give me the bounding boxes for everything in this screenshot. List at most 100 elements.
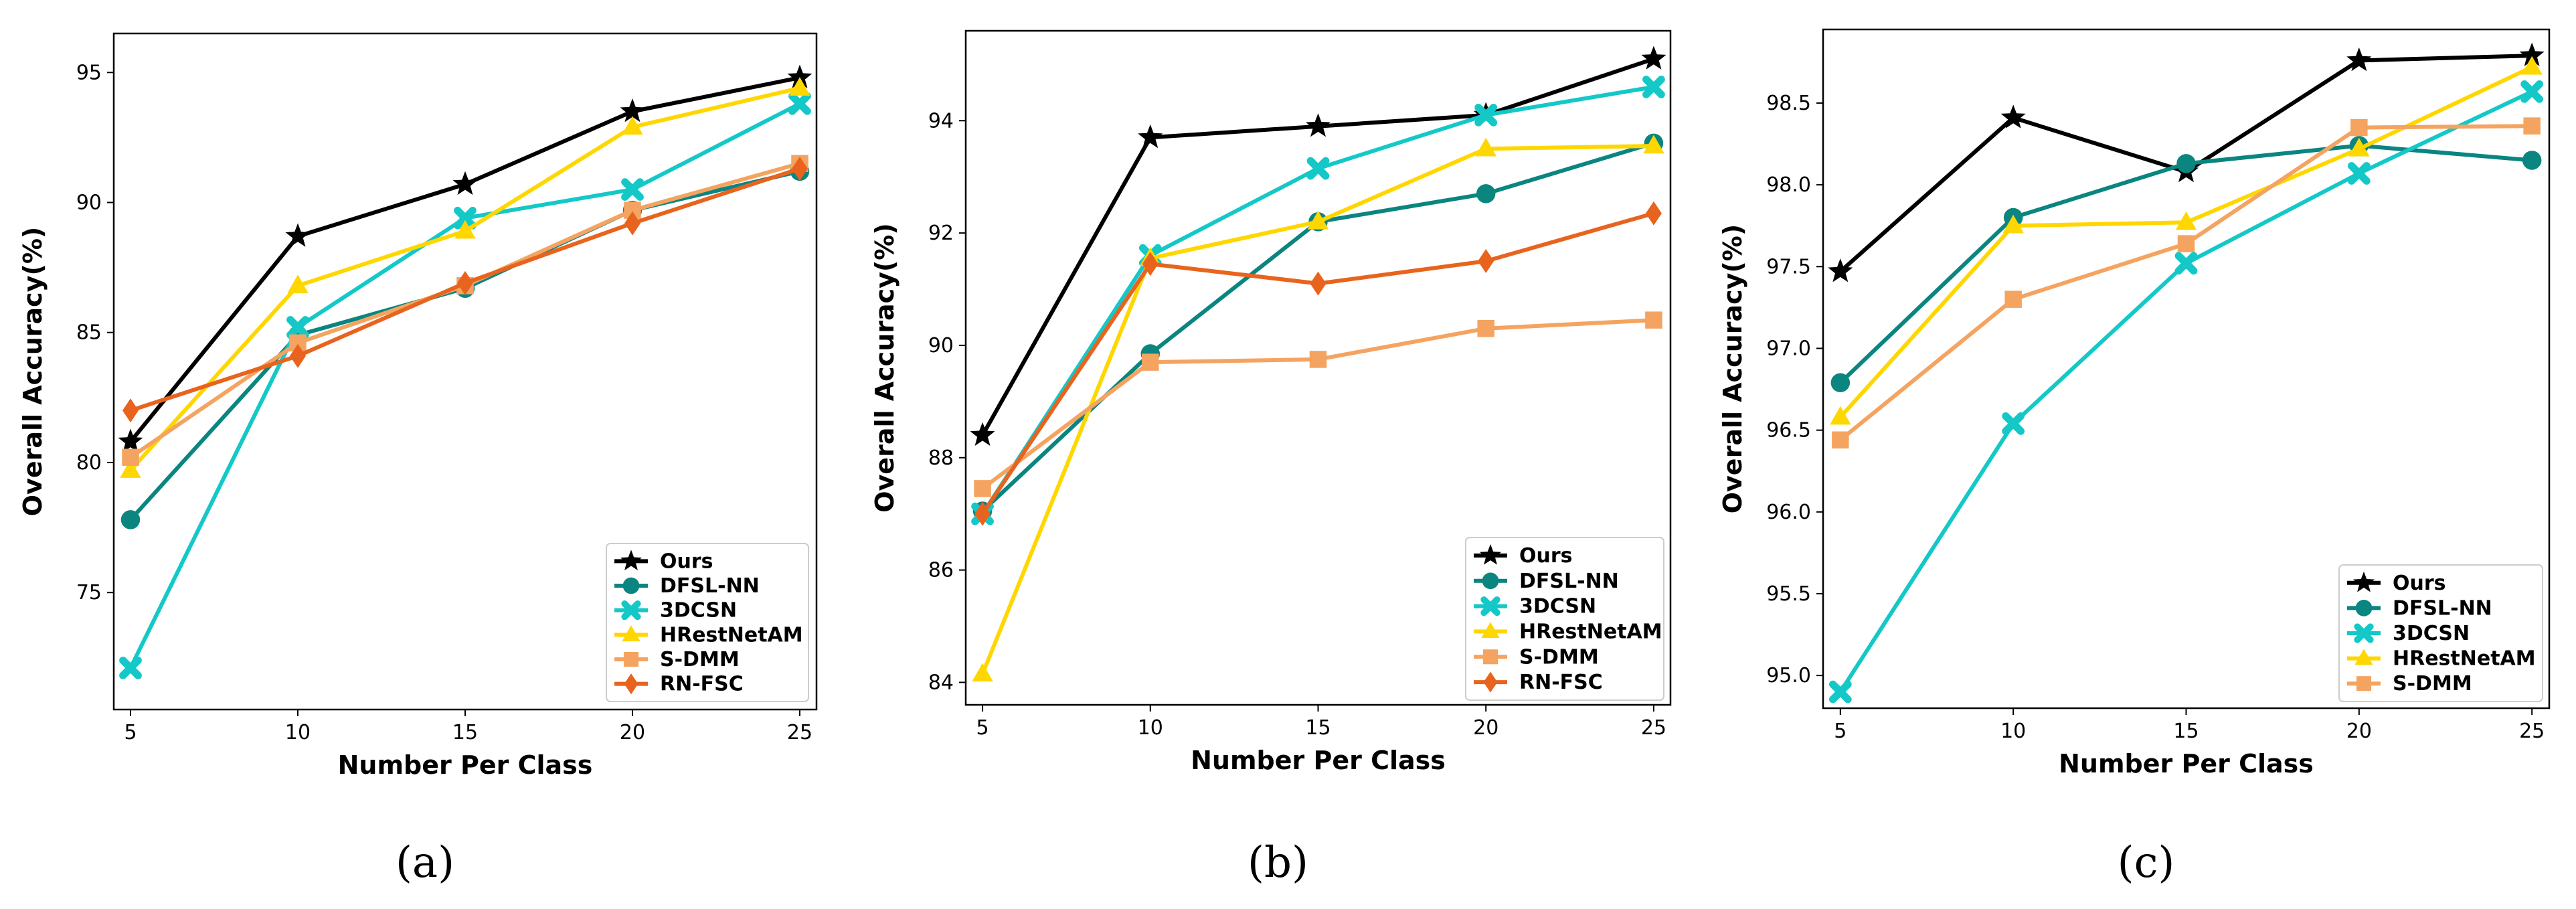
- y-tick-label: 80: [76, 451, 102, 475]
- data-point-ours: [2519, 42, 2545, 66]
- data-point-hrestnetam: [1643, 135, 1664, 154]
- x-tick-label: 25: [1641, 716, 1666, 740]
- panel-label: (c): [2118, 838, 2175, 888]
- legend-label-dfsl-nn: DFSL-NN: [660, 574, 760, 598]
- x-axis-label: Number Per Class: [2059, 749, 2314, 778]
- x-tick-label: 20: [620, 721, 645, 744]
- data-point-3dcsn: [621, 178, 644, 201]
- legend-marker-dfsl-nn: [622, 577, 640, 594]
- x-tick-label: 15: [1305, 716, 1330, 740]
- data-point-rn-fsc: [1142, 252, 1158, 276]
- legend-label-ours: Ours: [660, 550, 713, 573]
- data-point-3dcsn: [2347, 162, 2371, 185]
- data-point-s-dmm: [2004, 291, 2022, 308]
- series-line-3dcsn: [980, 84, 1654, 515]
- y-tick-label: 92: [928, 222, 954, 245]
- y-tick-label: 90: [76, 191, 102, 215]
- y-axis-label: Overall Accuracy(%): [1718, 224, 1747, 514]
- data-point-s-dmm: [1142, 353, 1159, 371]
- legend-marker-s-dmm: [2356, 676, 2372, 691]
- data-point-ours: [2346, 47, 2372, 72]
- data-point-hrestnetam: [622, 116, 643, 135]
- legend-marker-3dcsn: [1480, 596, 1500, 616]
- legend-marker-hrestnetam: [2354, 649, 2373, 665]
- data-point-hrestnetam: [1830, 406, 1851, 425]
- x-tick-label: 5: [976, 716, 989, 740]
- series-dfsl-nn: [972, 133, 1664, 521]
- x-tick-label: 25: [2519, 720, 2545, 743]
- series-hrestnetam: [1830, 56, 2543, 425]
- data-point-s-dmm: [1832, 431, 1849, 449]
- data-point-3dcsn: [454, 206, 477, 230]
- data-point-hrestnetam: [287, 274, 309, 294]
- data-point-hrestnetam: [2175, 211, 2197, 230]
- legend-label-hrestnetam: HRestNetAM: [660, 623, 803, 647]
- data-point-rn-fsc: [457, 270, 473, 295]
- data-point-s-dmm: [2523, 117, 2541, 135]
- panel-label: (a): [396, 838, 454, 888]
- legend-label-s-dmm: S-DMM: [1519, 645, 1599, 669]
- y-tick-label: 97.5: [1766, 255, 1811, 278]
- series-rn-fsc: [122, 157, 808, 423]
- legend-label-3dcsn: 3DCSN: [1519, 595, 1596, 618]
- data-point-rn-fsc: [1645, 201, 1662, 226]
- data-point-3dcsn: [286, 316, 309, 339]
- data-point-dfsl-nn: [1830, 373, 1851, 393]
- legend-marker-dfsl-nn: [2355, 600, 2373, 616]
- y-tick-label: 98.5: [1766, 92, 1811, 115]
- y-tick-label: 97.0: [1766, 337, 1811, 360]
- y-tick-label: 96.0: [1766, 501, 1811, 524]
- legend-box: [1465, 537, 1664, 701]
- data-point-s-dmm: [2350, 118, 2368, 137]
- y-axis-label: Overall Accuracy(%): [18, 227, 48, 517]
- data-point-rn-fsc: [974, 501, 991, 526]
- series-3dcsn: [119, 92, 811, 679]
- legend-label-dfsl-nn: DFSL-NN: [1519, 570, 1619, 593]
- data-point-ours: [1641, 46, 1666, 70]
- data-point-rn-fsc: [624, 211, 640, 236]
- data-point-ours: [285, 223, 311, 247]
- legend-marker-ours: [1479, 544, 1502, 565]
- data-point-3dcsn: [2520, 80, 2544, 103]
- y-tick-label: 96.5: [1766, 419, 1811, 442]
- data-point-3dcsn: [1306, 157, 1330, 180]
- data-point-hrestnetam: [2521, 56, 2543, 75]
- data-point-ours: [620, 98, 645, 122]
- y-tick-label: 95: [76, 61, 102, 84]
- data-point-s-dmm: [1645, 311, 1662, 329]
- y-tick-label: 95.5: [1766, 582, 1811, 606]
- legend-marker-s-dmm: [1482, 649, 1498, 665]
- series-3dcsn: [1828, 80, 2544, 704]
- data-point-hrestnetam: [120, 459, 141, 478]
- data-point-ours: [452, 171, 478, 195]
- data-point-rn-fsc: [792, 157, 808, 181]
- data-point-3dcsn: [119, 656, 142, 679]
- legend-label-3dcsn: 3DCSN: [2393, 622, 2470, 645]
- data-point-3dcsn: [1474, 104, 1498, 127]
- legend-marker-hrestnetam: [1481, 622, 1500, 639]
- data-point-s-dmm: [2177, 235, 2195, 252]
- data-point-hrestnetam: [1475, 137, 1496, 157]
- legend-label-ours: Ours: [1519, 544, 1573, 568]
- legend-label-hrestnetam: HRestNetAM: [2393, 647, 2536, 671]
- series-ours: [118, 64, 812, 452]
- series-hrestnetam: [120, 77, 810, 478]
- legend-label-rn-fsc: RN-FSC: [1519, 671, 1603, 694]
- y-tick-label: 75: [76, 581, 102, 604]
- data-point-s-dmm: [1309, 351, 1327, 368]
- data-point-rn-fsc: [1478, 249, 1494, 274]
- data-point-hrestnetam: [972, 663, 993, 682]
- x-tick-label: 10: [2000, 720, 2026, 743]
- data-point-dfsl-nn: [1476, 184, 1496, 203]
- legend-marker-ours: [2352, 571, 2375, 592]
- legend-label-dfsl-nn: DFSL-NN: [2393, 596, 2492, 620]
- legend-marker-rn-fsc: [1483, 671, 1498, 693]
- data-point-ours: [970, 422, 995, 446]
- data-point-dfsl-nn: [120, 510, 141, 529]
- legend-label-rn-fsc: RN-FSC: [660, 673, 744, 696]
- x-tick-label: 15: [452, 721, 478, 744]
- series-ours: [970, 46, 1666, 446]
- series-3dcsn: [971, 76, 1665, 525]
